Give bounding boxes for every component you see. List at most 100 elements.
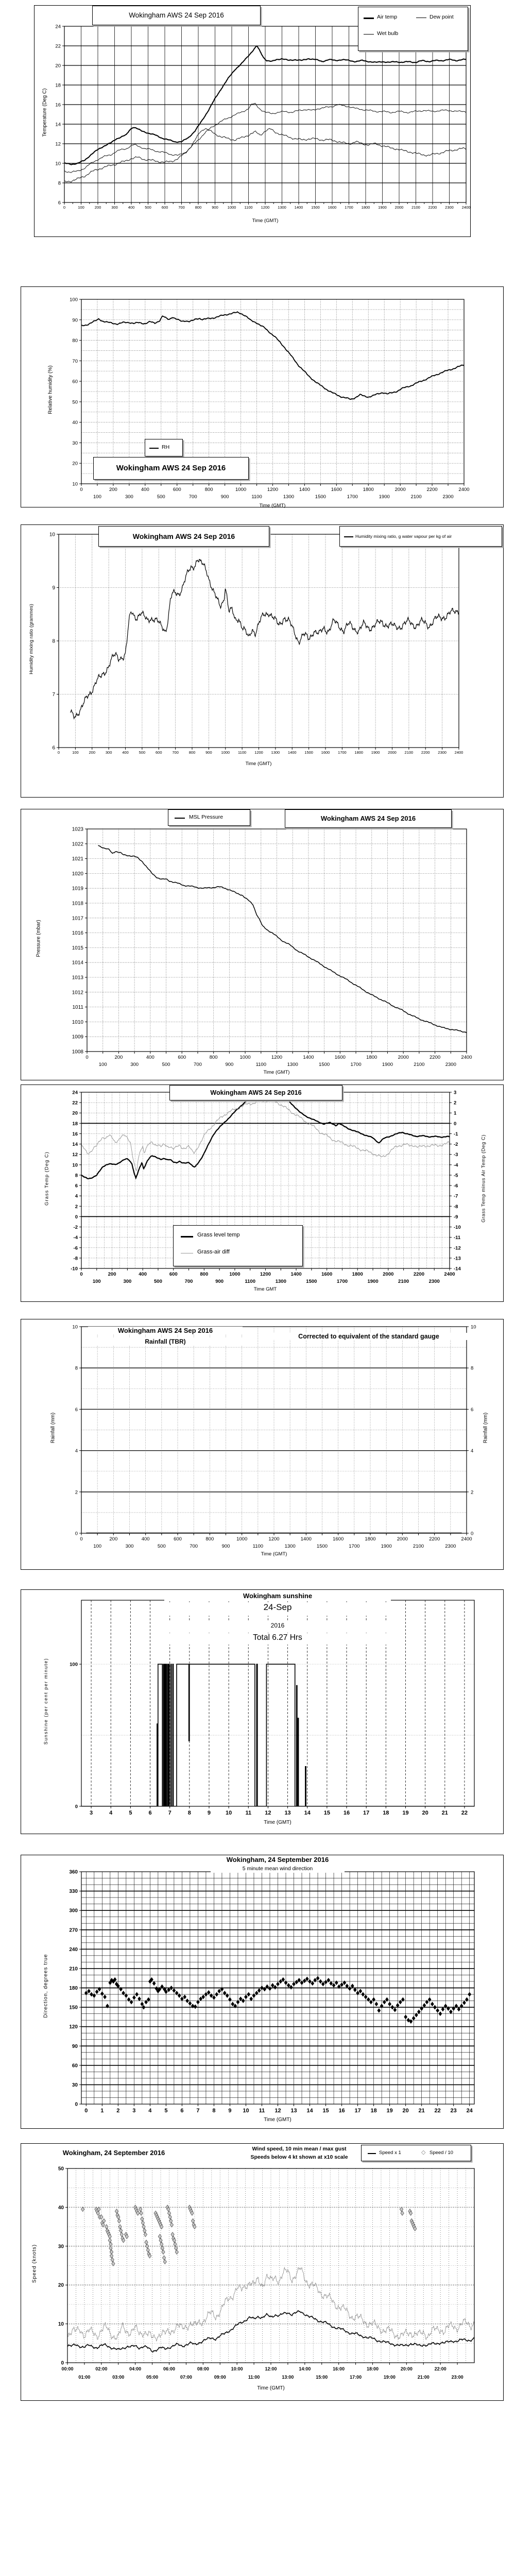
- svg-text:11: 11: [259, 2108, 265, 2114]
- pressure-line-swatch: [175, 818, 185, 819]
- svg-text:1014: 1014: [72, 960, 84, 966]
- svg-text:23:00: 23:00: [452, 2375, 464, 2380]
- svg-text:300: 300: [106, 750, 112, 755]
- mixing-ratio-y-axis-label: Humidity mixing ratio (grammes): [28, 604, 35, 674]
- svg-text:05:00: 05:00: [146, 2375, 158, 2380]
- chart-panel-relative-humidity: 10 20 30 40 50 60 70 80 90 100 0 100 200 300 400 500 600…: [21, 286, 504, 509]
- svg-text:-1: -1: [454, 1131, 458, 1137]
- svg-text:200: 200: [95, 205, 101, 210]
- svg-text:1600: 1600: [321, 750, 330, 755]
- sunshine-year: 2016: [164, 1622, 391, 1631]
- legend-air-temp: Air temp: [377, 14, 398, 20]
- chart-title: Wokingham AWS 24 Sep 2016: [92, 6, 261, 25]
- svg-text:21: 21: [419, 2108, 425, 2114]
- svg-text:2100: 2100: [405, 750, 414, 755]
- svg-text:1900: 1900: [371, 750, 380, 755]
- svg-text:1008: 1008: [72, 1049, 84, 1055]
- svg-text:13: 13: [284, 1810, 290, 1816]
- svg-text:2300: 2300: [445, 205, 454, 210]
- svg-text:100: 100: [72, 750, 79, 755]
- svg-text:11:00: 11:00: [248, 2375, 260, 2380]
- svg-text:60: 60: [72, 2063, 78, 2069]
- svg-text:2100: 2100: [398, 1279, 409, 1284]
- svg-text:1300: 1300: [276, 1279, 286, 1284]
- svg-text:-10: -10: [71, 1266, 78, 1272]
- svg-text:1200: 1200: [260, 1272, 271, 1277]
- rainfall-y2-axis-label: Rainfall (mm): [483, 1412, 489, 1444]
- svg-text:1600: 1600: [321, 1272, 332, 1277]
- svg-text:24: 24: [467, 2108, 473, 2114]
- svg-text:12: 12: [274, 2108, 281, 2114]
- grass-temp-line-swatch: [181, 1236, 193, 1238]
- svg-text:1400: 1400: [303, 1055, 314, 1060]
- svg-text:1300: 1300: [287, 1062, 298, 1067]
- svg-text:06:00: 06:00: [163, 2366, 175, 2371]
- svg-text:700: 700: [189, 494, 197, 500]
- legend-mixing-ratio: Humidity mixing ratio, g water vapour pe…: [355, 534, 452, 539]
- svg-text:100: 100: [93, 494, 101, 500]
- chart-panel-mixing-ratio: 6 7 8 9 10 0 100 200 300 400 500 600 700 800 900 1000 11…: [21, 524, 504, 798]
- svg-text:400: 400: [141, 487, 149, 493]
- svg-text:2300: 2300: [445, 1062, 456, 1067]
- temperature-x-axis-label: Time (GMT): [252, 218, 279, 224]
- svg-text:1400: 1400: [295, 205, 303, 210]
- svg-text:2400: 2400: [458, 487, 469, 493]
- svg-text:1019: 1019: [72, 886, 84, 892]
- svg-text:1400: 1400: [299, 487, 310, 493]
- svg-text:1400: 1400: [288, 750, 297, 755]
- svg-text:-6: -6: [454, 1183, 458, 1189]
- svg-text:100: 100: [70, 1662, 78, 1668]
- svg-text:07:00: 07:00: [180, 2375, 192, 2380]
- sunshine-date: 24-Sep: [164, 1602, 391, 1616]
- svg-text:0: 0: [75, 1804, 78, 1810]
- svg-text:1011: 1011: [72, 1005, 83, 1010]
- svg-text:0: 0: [80, 1272, 82, 1277]
- rh-y-axis-label: Relative humidity (%): [47, 365, 54, 414]
- svg-text:1013: 1013: [72, 975, 84, 981]
- svg-text:12:00: 12:00: [265, 2366, 277, 2371]
- mixing-ratio-line-swatch: [344, 536, 353, 537]
- speed-div10-diamond-icon: ◇: [421, 2149, 426, 2156]
- svg-text:300: 300: [69, 1908, 78, 1914]
- svg-text:19: 19: [402, 1810, 408, 1816]
- svg-text:8: 8: [58, 181, 61, 187]
- svg-text:14:00: 14:00: [299, 2366, 311, 2371]
- sunshine-total: Total 6.27 Hrs: [164, 1633, 391, 1645]
- svg-text:200: 200: [114, 1055, 123, 1060]
- svg-text:7: 7: [196, 2108, 199, 2114]
- chart-panel-rainfall: 0 0 2 2 4 4 6 6 8 8 10 10 0 100 200 300 400 500 600 700 800 9…: [21, 1319, 504, 1570]
- legend-grass-temp: Grass level temp: [197, 1232, 240, 1238]
- chart-title: Wokingham AWS 24 Sep 2016: [285, 809, 452, 828]
- svg-text:1300: 1300: [283, 494, 294, 500]
- svg-text:10: 10: [471, 1325, 476, 1330]
- svg-text:20: 20: [72, 461, 78, 467]
- svg-text:9: 9: [228, 2108, 231, 2114]
- svg-text:1200: 1200: [271, 1055, 282, 1060]
- chart-panel-wind-speed: 0 10 20 30 40 50 00:00 01:00 02:00 03:00 04:00 05:0…: [21, 2143, 504, 2401]
- grass-temperature-chart: -10-8-6-4-2024681012141618202224-14-13-1…: [71, 1090, 461, 1285]
- svg-text:1200: 1200: [267, 487, 278, 493]
- svg-text:4: 4: [75, 1448, 78, 1454]
- svg-text:2100: 2100: [413, 1544, 424, 1549]
- relative-humidity-chart: 1020304050607080901000100200300400500600…: [70, 297, 469, 500]
- legend-wet-bulb: Wet bulb: [377, 30, 399, 37]
- svg-text:1700: 1700: [338, 750, 347, 755]
- svg-text:40: 40: [72, 420, 78, 426]
- svg-text:10: 10: [226, 1810, 232, 1816]
- svg-text:300: 300: [111, 205, 118, 210]
- svg-text:2200: 2200: [414, 1272, 424, 1277]
- svg-text:2400: 2400: [455, 750, 464, 755]
- svg-text:15: 15: [324, 1810, 330, 1816]
- svg-text:14: 14: [72, 1142, 78, 1147]
- svg-text:400: 400: [146, 1055, 154, 1060]
- svg-text:500: 500: [162, 1062, 170, 1067]
- wind-speed-legend: Speed x 1 ◇ Speed / 10: [361, 2145, 471, 2161]
- svg-text:10: 10: [72, 1325, 78, 1330]
- grass-y-axis-label: Grass Temp (Deg C): [44, 1151, 50, 1206]
- svg-text:21: 21: [442, 1810, 448, 1816]
- temperature-legend: Air temp Dew point Wet bulb: [358, 7, 468, 51]
- svg-text:01:00: 01:00: [78, 2375, 90, 2380]
- svg-text:2300: 2300: [445, 1544, 456, 1549]
